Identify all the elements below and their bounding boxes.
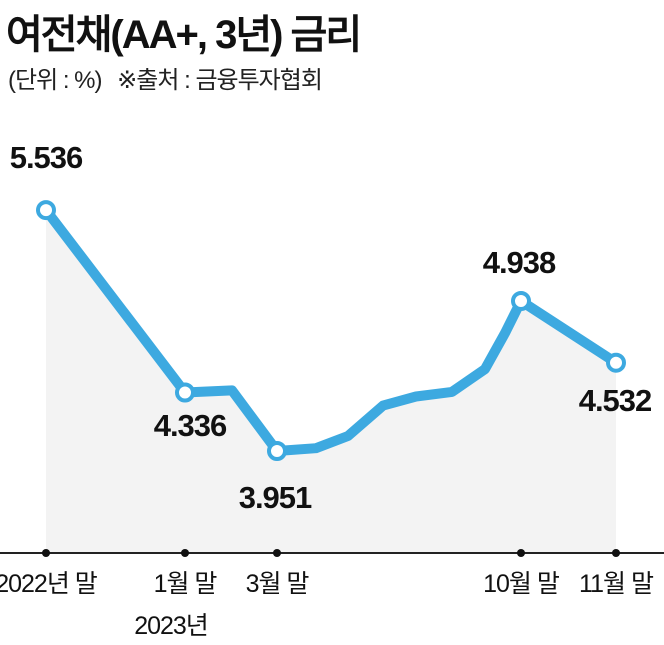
x-tick-mark	[181, 549, 189, 557]
x-tick-mark	[273, 549, 281, 557]
data-point	[36, 200, 56, 221]
x-tick-sublabel: 2023년	[134, 612, 208, 640]
x-tick-mark	[42, 549, 50, 557]
chart-title: 여전채(AA+, 3년) 금리	[6, 13, 362, 57]
x-tick-mark	[612, 549, 620, 557]
data-label: 4.336	[154, 408, 227, 443]
x-tick-label: 3월 말	[246, 570, 310, 598]
area-fill	[46, 210, 616, 553]
series-line	[41, 205, 621, 456]
data-point	[267, 441, 287, 461]
data-label: 4.532	[579, 383, 652, 418]
data-label: 3.951	[239, 480, 312, 515]
data-label: 5.536	[10, 140, 83, 175]
x-tick-label: 10월 말	[483, 570, 560, 598]
data-point	[175, 382, 195, 403]
data-point	[606, 352, 626, 373]
x-tick-mark	[517, 549, 525, 557]
x-tick-label: 11월 말	[579, 570, 654, 598]
unit-note: (단위 : %)	[8, 67, 102, 94]
source-note: ※출처 : 금융투자협회	[117, 67, 323, 94]
data-label: 4.938	[483, 245, 556, 280]
data-point	[511, 291, 531, 311]
chart-subtitle: (단위 : %) ※출처 : 금융투자협회	[8, 60, 332, 95]
x-tick-label: 2022년 말	[0, 570, 98, 598]
x-tick-label: 1월 말	[154, 570, 218, 598]
